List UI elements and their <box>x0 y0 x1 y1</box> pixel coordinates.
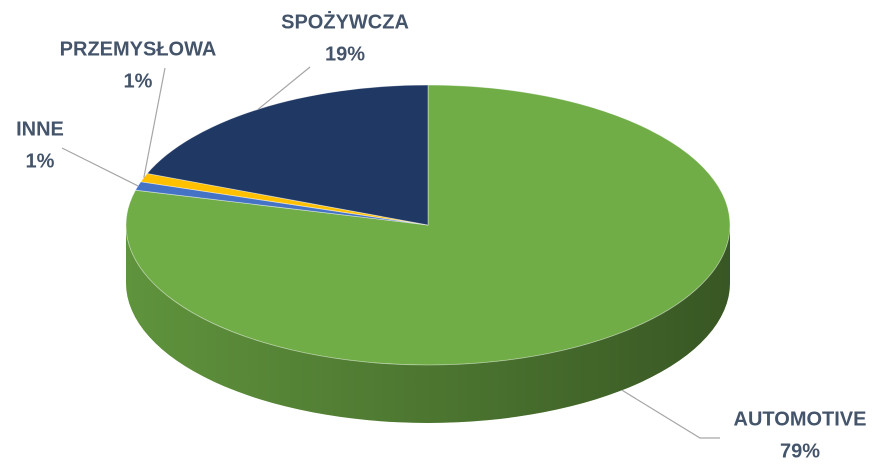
leader-line <box>61 147 139 187</box>
slice-value-label: 19% <box>325 43 365 65</box>
leader-line <box>621 389 720 439</box>
slice-label: AUTOMOTIVE <box>734 408 867 430</box>
slice-value-label: 1% <box>26 150 55 172</box>
slice-label: SPOŻYWCZA <box>281 10 409 33</box>
slice-value-label: 79% <box>780 440 820 462</box>
slice-label: INNE <box>16 118 64 140</box>
leader-line <box>257 66 311 110</box>
slice-label: PRZEMYSŁOWA <box>60 38 217 60</box>
leader-line <box>143 67 166 178</box>
slice-side-shade <box>126 225 730 423</box>
slice-value-label: 1% <box>124 70 153 92</box>
